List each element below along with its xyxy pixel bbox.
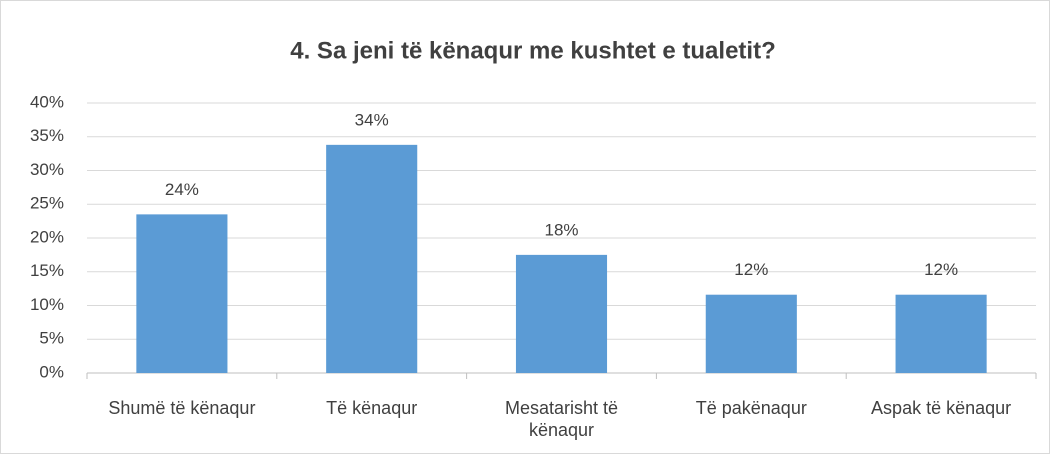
bar — [705, 294, 797, 373]
x-tick-label: Mesatarisht të kënaqur — [504, 398, 619, 440]
bar — [895, 294, 987, 373]
data-label: 18% — [544, 220, 578, 239]
y-tick-label: 40% — [30, 92, 64, 111]
y-tick-label: 30% — [30, 160, 64, 179]
x-tick-label: Të pakënaqur — [695, 398, 807, 418]
y-tick-label: 15% — [30, 261, 64, 280]
x-tick-label: Të kënaqur — [326, 398, 418, 418]
y-tick-label: 20% — [30, 227, 64, 246]
bar — [326, 144, 418, 373]
bar — [515, 254, 608, 373]
x-tick-label: Aspak të kënaqur — [871, 398, 1012, 418]
y-tick-label: 0% — [39, 362, 64, 381]
data-label: 34% — [355, 110, 389, 129]
x-tick-label: Shumë të kënaqur — [108, 398, 256, 418]
data-label: 12% — [734, 260, 768, 279]
y-tick-label: 25% — [30, 194, 64, 213]
bar — [136, 214, 228, 373]
chart-title: 4. Sa jeni të kënaqur me kushtet e tuale… — [290, 37, 775, 64]
data-label: 24% — [165, 180, 199, 199]
y-tick-label: 10% — [30, 295, 64, 314]
y-tick-label: 5% — [39, 329, 64, 348]
data-label: 12% — [924, 260, 958, 279]
y-tick-label: 35% — [30, 126, 64, 145]
